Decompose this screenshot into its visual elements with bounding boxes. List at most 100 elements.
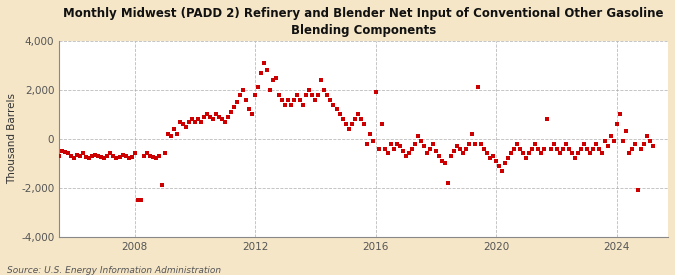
Point <box>141 151 152 156</box>
Point <box>431 149 441 153</box>
Point <box>491 159 502 163</box>
Point <box>470 141 481 146</box>
Point <box>81 155 92 159</box>
Point <box>377 122 387 126</box>
Point <box>425 146 435 151</box>
Point <box>536 151 547 156</box>
Point <box>388 146 399 151</box>
Point <box>126 155 137 159</box>
Point <box>105 151 116 156</box>
Point <box>159 151 170 156</box>
Point <box>433 154 444 158</box>
Point <box>605 134 616 139</box>
Point <box>569 156 580 161</box>
Point <box>599 139 610 144</box>
Point <box>286 102 297 107</box>
Point <box>153 154 164 158</box>
Text: Source: U.S. Energy Information Administration: Source: U.S. Energy Information Administ… <box>7 266 221 275</box>
Point <box>186 117 197 121</box>
Point <box>117 153 128 157</box>
Point <box>572 151 583 156</box>
Point <box>129 151 140 156</box>
Point <box>355 117 366 121</box>
Y-axis label: Thousand Barrels: Thousand Barrels <box>7 93 17 184</box>
Point <box>316 78 327 82</box>
Point <box>379 146 390 151</box>
Point <box>641 134 652 139</box>
Point <box>93 154 104 158</box>
Point <box>108 154 119 158</box>
Point <box>219 119 230 124</box>
Point <box>241 97 252 102</box>
Point <box>225 110 236 114</box>
Point <box>464 141 475 146</box>
Point <box>343 127 354 131</box>
Point <box>207 117 218 121</box>
Point <box>165 134 176 139</box>
Point <box>196 119 207 124</box>
Point <box>78 151 88 156</box>
Point <box>301 92 312 97</box>
Point <box>439 161 450 166</box>
Point <box>138 154 149 158</box>
Point <box>503 156 514 161</box>
Point <box>530 141 541 146</box>
Point <box>639 141 649 146</box>
Point <box>217 117 227 121</box>
Point <box>626 146 637 151</box>
Point <box>645 139 655 144</box>
Point <box>472 85 483 90</box>
Point <box>515 146 526 151</box>
Point <box>494 164 505 168</box>
Point <box>539 146 550 151</box>
Point <box>162 132 173 136</box>
Point <box>449 149 460 153</box>
Point <box>157 183 167 188</box>
Point <box>87 154 98 158</box>
Point <box>232 100 242 104</box>
Point <box>358 122 369 126</box>
Point <box>322 92 333 97</box>
Point <box>581 146 592 151</box>
Point <box>455 146 466 151</box>
Point <box>545 146 556 151</box>
Point <box>57 149 68 153</box>
Point <box>250 92 261 97</box>
Point <box>205 115 215 119</box>
Point <box>593 146 604 151</box>
Point <box>566 151 577 156</box>
Point <box>235 92 246 97</box>
Point <box>452 144 462 148</box>
Point <box>398 149 408 153</box>
Point <box>482 151 493 156</box>
Point <box>213 115 224 119</box>
Point <box>72 153 83 157</box>
Point <box>277 97 288 102</box>
Point <box>256 70 267 75</box>
Point <box>75 154 86 158</box>
Point <box>268 78 279 82</box>
Point <box>563 146 574 151</box>
Point <box>247 112 258 117</box>
Point <box>96 155 107 159</box>
Point <box>364 132 375 136</box>
Point <box>518 151 529 156</box>
Point <box>244 107 254 112</box>
Point <box>636 146 647 151</box>
Point <box>557 146 568 151</box>
Point <box>620 129 631 134</box>
Point <box>171 132 182 136</box>
Point <box>325 97 336 102</box>
Point <box>497 168 508 173</box>
Point <box>328 102 339 107</box>
Point <box>289 97 300 102</box>
Point <box>506 151 517 156</box>
Point <box>382 151 393 156</box>
Point <box>373 146 384 151</box>
Point <box>69 156 80 161</box>
Point <box>180 124 191 129</box>
Point <box>551 146 562 151</box>
Point <box>443 181 454 185</box>
Point <box>337 117 348 121</box>
Point <box>371 90 381 95</box>
